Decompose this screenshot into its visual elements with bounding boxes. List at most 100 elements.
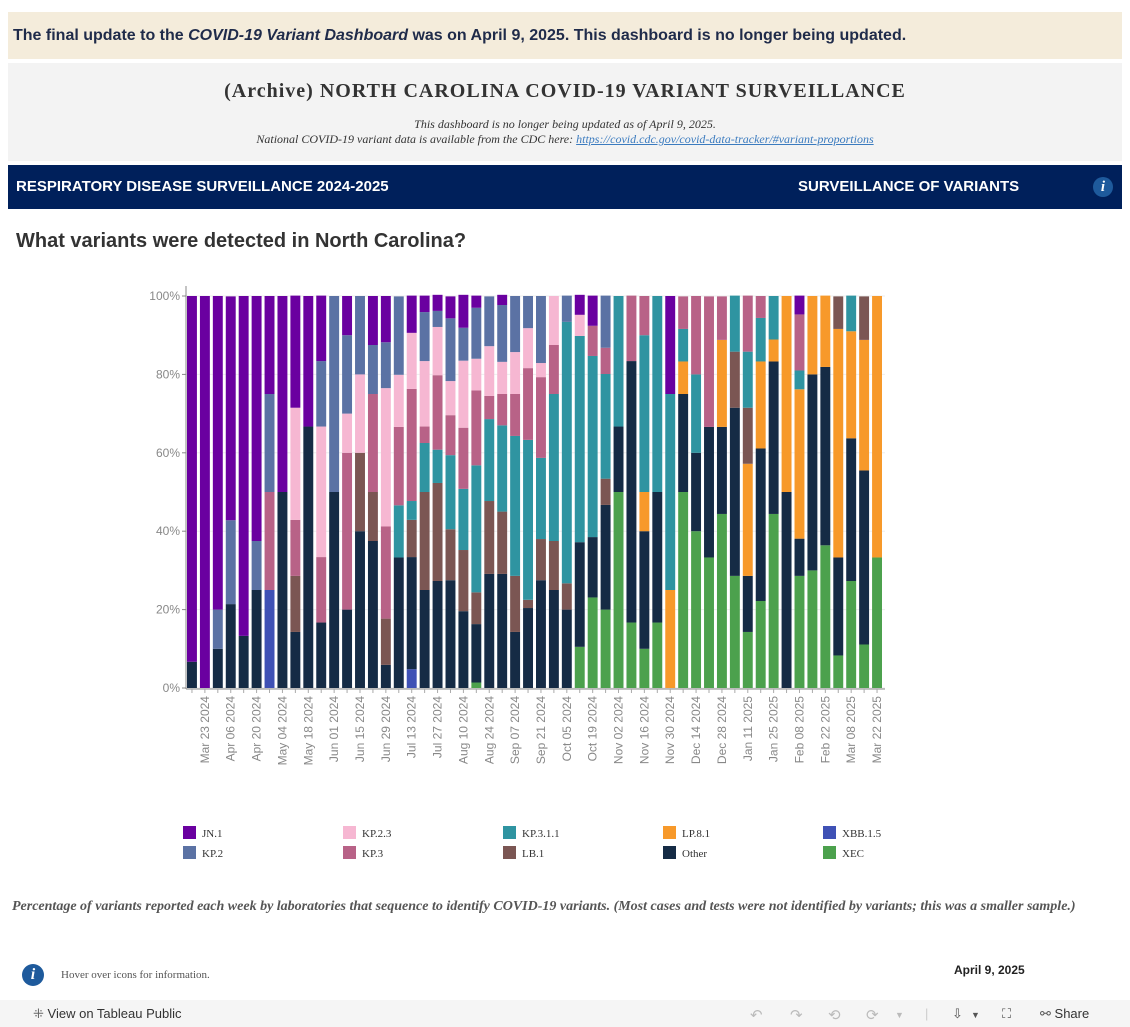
- info-icon[interactable]: i: [1093, 177, 1113, 197]
- bar-segment-kp-2: [600, 295, 611, 348]
- bar-segment-kp-3: [497, 394, 508, 426]
- bar-segment-jn-1: [794, 295, 805, 315]
- legend-label: LB.1: [522, 848, 545, 860]
- bar-segment-lb-1: [729, 351, 740, 408]
- bar-segment-kp-3-1-1: [561, 321, 572, 584]
- download-dropdown-icon[interactable]: ▼: [971, 1010, 980, 1020]
- bar-segment-lb-1: [510, 575, 521, 632]
- x-tick-label: Jun 15 2024: [353, 696, 367, 762]
- bar-segment-xec: [872, 557, 882, 688]
- subtitle-cdc-note: National COVID-19 variant data is availa…: [8, 132, 1122, 147]
- bar-segment-kp-2-3: [445, 381, 456, 416]
- bar-segment-kp-2-3: [497, 361, 508, 394]
- cdc-link[interactable]: https://covid.cdc.gov/covid-data-tracker…: [576, 132, 874, 146]
- bar-segment-kp-2: [342, 335, 353, 414]
- refresh-dropdown-icon[interactable]: ▼: [895, 1010, 904, 1020]
- bar-segment-xec: [691, 531, 702, 688]
- x-tick-label: Jun 29 2024: [379, 696, 393, 762]
- bar-segment-xec: [704, 557, 714, 688]
- bar-segment-lb-1: [290, 575, 301, 632]
- bar-segment-kp-2-3: [523, 328, 533, 369]
- bar-segment-kp-3: [626, 295, 637, 362]
- bar-segment-kp-3: [691, 296, 702, 375]
- bar-segment-other: [484, 573, 495, 688]
- legend-label: KP.3.1.1: [522, 828, 560, 840]
- bar-segment-lb-1: [380, 618, 391, 665]
- bar-segment-other: [587, 537, 598, 598]
- legend-item[interactable]: LP.8.1: [663, 826, 710, 840]
- bar-segment-kp-2-3: [316, 426, 327, 558]
- legend-label: JN.1: [202, 828, 223, 840]
- bar-segment-other: [794, 538, 805, 576]
- legend-item[interactable]: JN.1: [183, 826, 222, 840]
- bar-segment-other: [742, 575, 753, 632]
- bar-segment-kp-3-1-1: [600, 374, 611, 479]
- bar-segment-other: [755, 448, 766, 601]
- nav-surveillance-of-variants[interactable]: SURVEILLANCE OF VARIANTS: [798, 178, 1020, 195]
- bar-segment-kp-3: [419, 426, 430, 443]
- bar-segment-xec: [807, 570, 818, 688]
- bar-segment-lp-8-1: [678, 361, 689, 394]
- bar-segment-kp-2: [432, 310, 443, 327]
- bar-segment-kp-3-1-1: [523, 439, 533, 600]
- bar-segment-kp-3-1-1: [471, 465, 482, 593]
- bar-segment-other: [406, 557, 417, 670]
- bar-segment-other: [419, 590, 430, 688]
- bar-segment-kp-3: [510, 394, 521, 436]
- legend-item[interactable]: Other: [663, 846, 707, 860]
- fullscreen-icon[interactable]: ⛶: [1002, 1006, 1012, 1021]
- bar-segment-xec: [846, 580, 857, 688]
- bar-segment-kp-3-1-1: [742, 351, 753, 408]
- bar-segment-kp-3-1-1: [665, 394, 676, 590]
- legend-item[interactable]: KP.2.3: [343, 826, 391, 840]
- refresh-icon[interactable]: ⟳: [866, 1007, 879, 1024]
- bar-segment-kp-3: [587, 325, 598, 356]
- bar-segment-other: [523, 608, 533, 688]
- legend-item[interactable]: XEC: [823, 846, 864, 860]
- legend-item[interactable]: KP.3: [343, 846, 383, 860]
- legend-item[interactable]: KP.2: [183, 846, 223, 860]
- redo-icon[interactable]: ↷: [790, 1007, 803, 1024]
- undo-icon[interactable]: ↶: [750, 1007, 763, 1024]
- nav-respiratory-surveillance[interactable]: RESPIRATORY DISEASE SURVEILLANCE 2024-20…: [16, 178, 389, 195]
- y-tick-label: 20%: [156, 603, 180, 617]
- legend-item[interactable]: XBB.1.5: [823, 826, 881, 840]
- legend-swatch: [503, 826, 516, 839]
- bar-segment-kp-3: [316, 557, 327, 623]
- bar-segment-kp-3-1-1: [691, 374, 702, 453]
- legend-label: LP.8.1: [682, 828, 711, 840]
- download-icon[interactable]: ⇩: [952, 1006, 963, 1021]
- x-tick-label: Jun 01 2024: [327, 696, 341, 762]
- dashboard-title: (Archive) NORTH CAROLINA COVID-19 VARIAN…: [224, 80, 906, 102]
- bar-segment-kp-3-1-1: [613, 296, 624, 427]
- bar-segment-kp-2: [419, 312, 430, 362]
- legend-label: KP.2: [202, 848, 224, 860]
- bar-segment-kp-2: [561, 295, 572, 322]
- revert-icon[interactable]: ⟲: [828, 1007, 841, 1024]
- x-tick-label: Mar 08 2025: [844, 696, 858, 764]
- legend-item[interactable]: KP.3.1.1: [503, 826, 560, 840]
- bar-segment-kp-2-3: [536, 363, 546, 378]
- legend-swatch: [343, 846, 356, 859]
- view-on-tableau-button[interactable]: ⁜ View on Tableau Public: [33, 1006, 181, 1022]
- footer-info-icon[interactable]: i: [22, 964, 44, 986]
- bar-segment-jn-1: [419, 295, 430, 313]
- bar-segment-lp-8-1: [833, 328, 844, 558]
- bar-segment-xec: [729, 575, 740, 688]
- subtitle-archive-note: This dashboard is no longer being update…: [414, 117, 716, 131]
- bar-segment-lb-1: [536, 539, 546, 581]
- bar-segment-lp-8-1: [820, 295, 831, 367]
- legend-item[interactable]: LB.1: [503, 846, 544, 860]
- bar-segment-kp-2: [484, 296, 495, 347]
- x-tick-label: Mar 23 2024: [198, 696, 212, 764]
- x-tick-label: Dec 28 2024: [715, 696, 729, 764]
- x-tick-label: Feb 22 2025: [818, 696, 832, 764]
- bar-segment-jn-1: [367, 296, 378, 345]
- x-tick-label: Jan 25 2025: [767, 696, 781, 762]
- share-button[interactable]: ⚯ Share: [1040, 1006, 1089, 1022]
- x-tick-label: Oct 19 2024: [586, 696, 600, 762]
- bar-segment-kp-3-1-1: [510, 435, 521, 576]
- bar-segment-xec: [587, 597, 598, 688]
- bar-segment-other: [355, 531, 365, 688]
- dashboard-header: (Archive) NORTH CAROLINA COVID-19 VARIAN…: [8, 63, 1122, 161]
